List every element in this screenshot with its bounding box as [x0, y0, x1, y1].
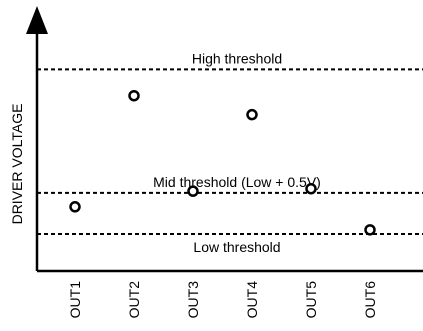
data-point	[364, 224, 376, 236]
x-tick-labels: OUT1 OUT2 OUT3 OUT4 OUT5 OUT6	[67, 281, 378, 319]
x-tick-label: OUT4	[244, 281, 260, 319]
y-axis-title: DRIVER VOLTAGE	[9, 104, 25, 225]
x-tick-label: OUT3	[185, 281, 201, 319]
axes: DRIVER VOLTAGE	[9, 6, 423, 273]
x-tick-label: OUT6	[362, 281, 378, 319]
x-tick-label: OUT1	[67, 281, 83, 319]
x-tick-label: OUT2	[126, 281, 142, 319]
data-point	[69, 201, 81, 213]
threshold-label: Mid threshold (Low + 0.5V)	[153, 174, 321, 190]
y-axis-arrow-icon	[26, 6, 48, 34]
threshold-label: Low threshold	[193, 239, 280, 255]
x-tick-label: OUT5	[303, 281, 319, 319]
threshold-label: High threshold	[192, 50, 282, 66]
data-point	[187, 185, 199, 197]
data-points	[69, 89, 376, 236]
threshold-lines: High threshold Mid threshold (Low + 0.5V)…	[37, 50, 423, 255]
data-point	[128, 89, 140, 102]
data-point	[305, 182, 317, 195]
data-point	[246, 108, 258, 121]
